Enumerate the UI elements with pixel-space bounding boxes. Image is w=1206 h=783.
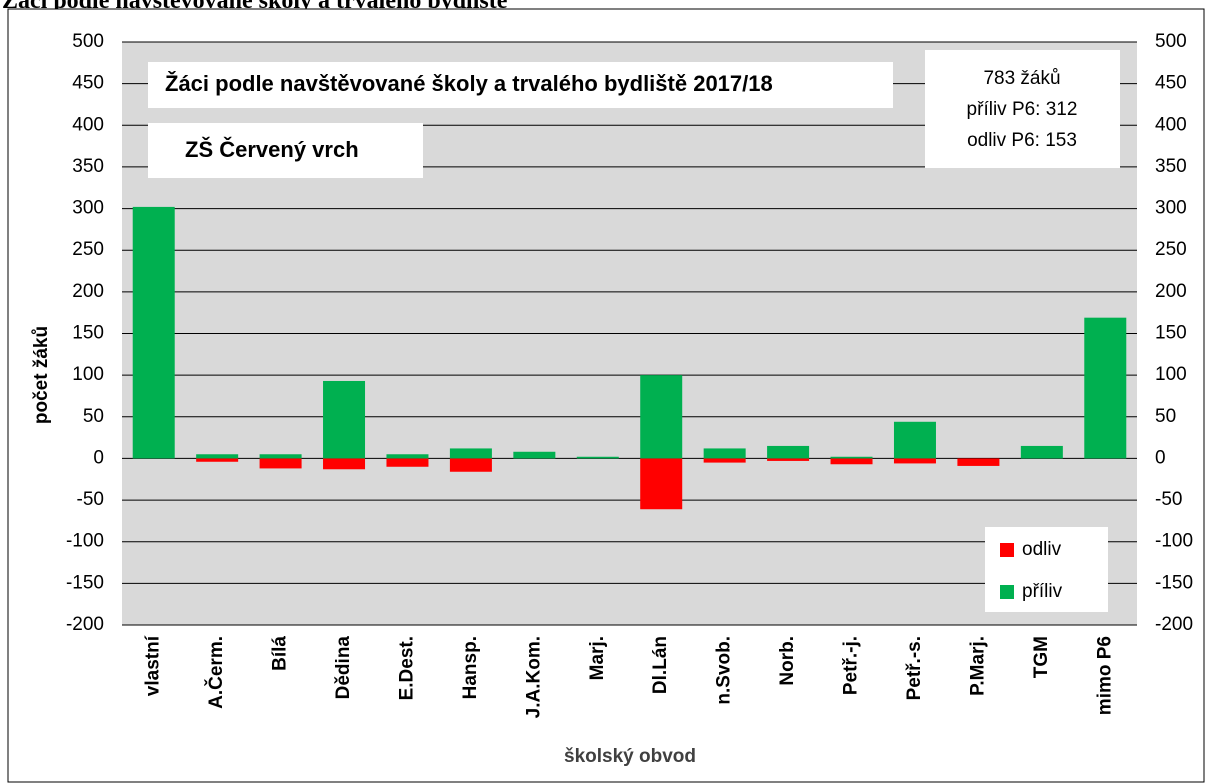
bar [830, 456, 873, 459]
x-tick-label: Petř.-j. [841, 636, 862, 695]
x-tick-label: Dědina [333, 636, 354, 700]
y-tick-label: -100 [66, 531, 104, 552]
y2-tick-label: 200 [1155, 281, 1187, 302]
bar [767, 445, 810, 459]
y2-tick-label: 500 [1155, 31, 1187, 52]
y2-tick-label: 400 [1155, 114, 1187, 135]
x-tick-label: Petř.-s. [904, 636, 925, 700]
y-tick-label: 350 [72, 156, 104, 177]
y2-tick-label: -50 [1155, 489, 1182, 510]
x-tick-label: J.A.Kom. [523, 636, 544, 718]
y-tick-label: 100 [72, 364, 104, 385]
y-tick-label: -150 [66, 572, 104, 593]
y2-tick-label: 450 [1155, 73, 1187, 94]
bar [893, 458, 936, 464]
y-axis-label: počet žáků [31, 326, 52, 424]
bar [830, 458, 873, 465]
title-box [148, 62, 893, 108]
bar [449, 458, 492, 472]
bar [703, 448, 746, 459]
chart-subtitle: ZŠ Červený vrch [185, 137, 359, 162]
bar [386, 458, 429, 467]
legend-swatch [1000, 543, 1014, 557]
annotation: 783 žáků [983, 68, 1060, 89]
bar [1084, 317, 1127, 459]
x-tick-label: Hansp. [460, 636, 481, 699]
y-tick-label: -50 [77, 489, 104, 510]
bar [386, 454, 429, 459]
bar [703, 458, 746, 463]
y2-tick-label: 150 [1155, 323, 1187, 344]
chart-title: Žáci podle navštěvované školy a trvalého… [165, 71, 773, 96]
legend-swatch [1000, 585, 1014, 599]
x-tick-label: vlastní [143, 635, 164, 696]
x-tick-label: mimo P6 [1094, 636, 1115, 715]
y-tick-label: 0 [93, 447, 104, 468]
annotation: příliv P6: 312 [967, 99, 1078, 120]
subtitle-box [148, 123, 423, 178]
x-tick-label: Dl.Lán [650, 636, 671, 694]
bar [132, 206, 175, 459]
y-tick-label: 300 [72, 198, 104, 219]
bar [640, 458, 683, 510]
x-tick-label: TGM [1031, 636, 1052, 678]
y2-tick-label: 100 [1155, 364, 1187, 385]
bar [513, 451, 556, 459]
bar [196, 454, 239, 459]
bar [323, 380, 366, 459]
x-tick-label: A.Čerm. [205, 636, 227, 709]
y2-tick-label: 350 [1155, 156, 1187, 177]
x-axis-label: školský obvod [564, 746, 696, 767]
bar [576, 456, 619, 459]
y2-tick-label: -200 [1155, 614, 1193, 635]
x-tick-label: Marj. [587, 636, 608, 680]
bar [323, 458, 366, 470]
x-tick-label: E.Dest. [396, 636, 417, 700]
y2-tick-label: -100 [1155, 531, 1193, 552]
y-tick-label: 50 [83, 406, 104, 427]
y-tick-label: 250 [72, 239, 104, 260]
annotation: odliv P6: 153 [967, 130, 1077, 151]
bar [957, 458, 1000, 466]
annotation-box [925, 50, 1120, 168]
x-tick-label: Norb. [777, 636, 798, 686]
y2-tick-label: 0 [1155, 447, 1166, 468]
y2-tick-label: 300 [1155, 198, 1187, 219]
x-tick-label: n.Svob. [714, 636, 735, 705]
x-tick-label: Bílá [270, 636, 291, 671]
bar [767, 458, 810, 461]
y-tick-label: 150 [72, 323, 104, 344]
y2-tick-label: 50 [1155, 406, 1176, 427]
y2-tick-label: 250 [1155, 239, 1187, 260]
bar [196, 458, 239, 462]
legend-label: odliv [1022, 539, 1062, 560]
y-tick-label: 500 [72, 31, 104, 52]
bar [1020, 445, 1063, 459]
y2-tick-label: -150 [1155, 572, 1193, 593]
y-tick-label: 400 [72, 114, 104, 135]
y-tick-label: -200 [66, 614, 104, 635]
bar [259, 458, 302, 469]
bar [449, 448, 492, 459]
y-tick-label: 200 [72, 281, 104, 302]
legend-label: příliv [1022, 581, 1063, 602]
x-tick-label: P.Marj. [967, 636, 988, 696]
bar [640, 375, 683, 459]
bar [259, 454, 302, 459]
bar [893, 421, 936, 459]
y-tick-label: 450 [72, 73, 104, 94]
